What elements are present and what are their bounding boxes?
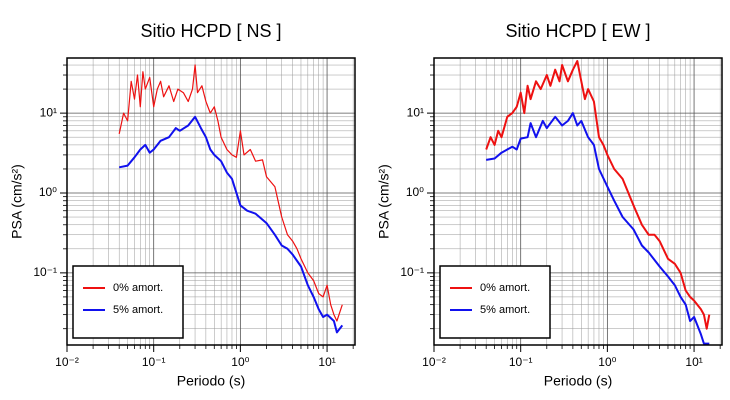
series-line xyxy=(485,60,711,330)
legend-box xyxy=(439,265,551,339)
legend: 0% amort. 5% amort. xyxy=(439,265,551,339)
y-tick-label: 10⁻¹ xyxy=(400,265,424,279)
chart-title: Sitio HCPD [ NS ] xyxy=(140,21,281,41)
y-tick-label: 10⁰ xyxy=(39,185,57,199)
y-tick-label: 10¹ xyxy=(407,105,424,119)
x-axis-label: Periodo (s) xyxy=(177,373,245,389)
legend-label: 5% amort. xyxy=(480,304,530,316)
series-line xyxy=(486,112,710,345)
series-line xyxy=(119,115,344,334)
chart-title: Sitio HCPD [ EW ] xyxy=(505,21,650,41)
chart: 10⁻² 10⁻¹ 10⁰ 10¹ 10⁻¹ 10⁰ 10¹ Sitio HCPD [ EW … xyxy=(376,21,723,389)
y-axis-label: PSA (cm/s²) xyxy=(9,164,25,239)
legend: 0% amort. 5% amort. xyxy=(72,265,184,339)
y-tick-label: 10¹ xyxy=(40,105,57,119)
x-tick-label: 10¹ xyxy=(318,355,335,369)
x-axis-label: Periodo (s) xyxy=(544,373,612,389)
x-tick-label: 10⁰ xyxy=(598,355,616,369)
y-tick-label: 10⁰ xyxy=(406,185,424,199)
legend-label: 5% amort. xyxy=(113,304,163,316)
y-tick-label: 10⁻¹ xyxy=(33,265,57,279)
x-tick-label: 10⁰ xyxy=(231,355,249,369)
chart: 10⁻² 10⁻¹ 10⁰ 10¹ 10⁻¹ 10⁰ 10¹ Sitio HCPD [ NS … xyxy=(9,21,356,389)
plot-frame xyxy=(433,57,723,346)
plot-frame xyxy=(66,57,356,346)
y-axis-label: PSA (cm/s²) xyxy=(376,164,392,239)
legend-label: 0% amort. xyxy=(480,282,530,294)
legend-box xyxy=(72,265,184,339)
x-tick-label: 10⁻¹ xyxy=(509,355,533,369)
x-tick-label: 10⁻² xyxy=(55,355,79,369)
legend-label: 0% amort. xyxy=(113,282,163,294)
x-tick-label: 10⁻² xyxy=(422,355,446,369)
x-tick-label: 10¹ xyxy=(685,355,702,369)
x-tick-label: 10⁻¹ xyxy=(142,355,166,369)
series-line xyxy=(118,64,343,322)
